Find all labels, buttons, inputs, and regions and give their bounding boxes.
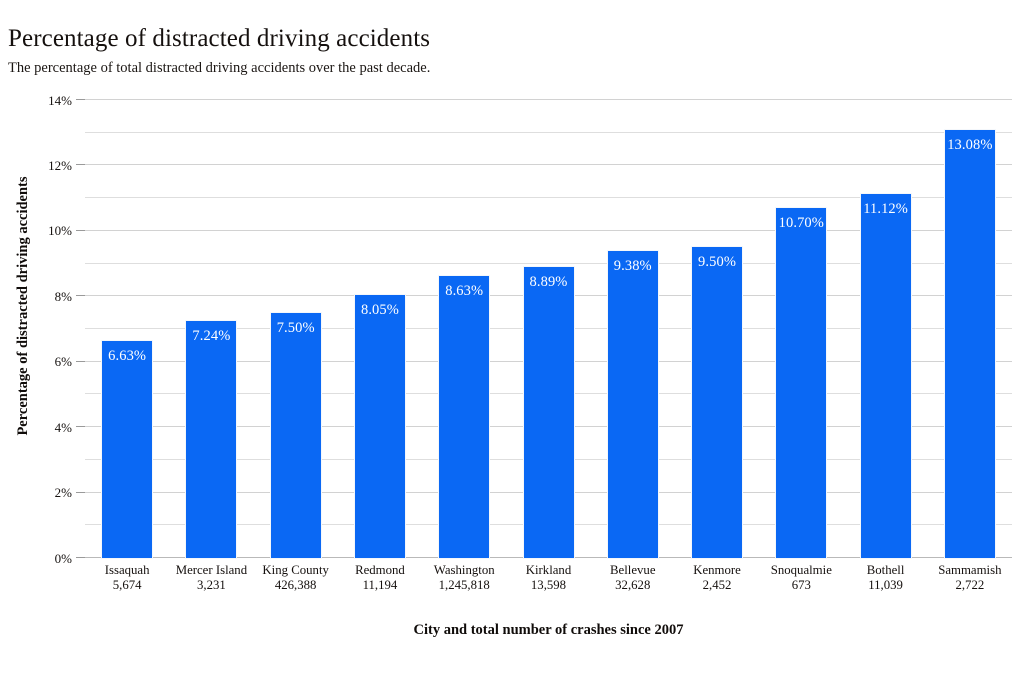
bar-value-label: 8.05% — [360, 301, 399, 318]
bar-value-label: 8.89% — [529, 274, 568, 291]
x-axis-category-label: Redmond 11,194 — [338, 563, 422, 593]
gridline-minor — [85, 131, 1012, 133]
category-crash-count: 5,674 — [112, 578, 142, 592]
y-tick-mark — [76, 99, 85, 100]
x-axis-category-label: Issaquah 5,674 — [85, 563, 169, 593]
bar-value-label: 7.50% — [276, 319, 315, 336]
gridline-minor — [85, 262, 1012, 264]
y-tick-mark — [76, 229, 85, 231]
category-crash-count: 1,245,818 — [438, 578, 490, 592]
plot-area: 0% 2% 4% 6% 8% 10% 12% 14% 6.63% 7.24% 7.50% 8.05%… — [48, 93, 1012, 566]
category-crash-count: 2,452 — [702, 578, 732, 592]
category-name: Washington — [433, 563, 495, 577]
category-crash-count: 32,628 — [615, 578, 651, 592]
category-name: King County — [262, 563, 329, 577]
chart-subtitle: The percentage of total distracted drivi… — [8, 60, 431, 76]
bar-value-label: 9.50% — [698, 254, 737, 271]
bar-value-label: 9.38% — [613, 258, 652, 275]
y-tick-label: 0% — [54, 550, 72, 566]
gridline-major — [85, 99, 1012, 100]
category-crash-count: 426,388 — [274, 578, 317, 592]
x-axis-category-label: Bellevue 32,628 — [591, 563, 675, 593]
gridline-minor — [85, 197, 1012, 199]
x-axis-category-label: Kenmore 2,452 — [675, 563, 759, 593]
category-name: Sammamish — [938, 563, 1002, 577]
bar-value-label: 13.08% — [947, 137, 993, 154]
y-tick-mark — [76, 295, 85, 297]
bar-value-label: 11.12% — [863, 201, 908, 218]
x-axis-category-label: Mercer Island 3,231 — [169, 563, 253, 593]
bar[interactable]: 7.50% — [270, 312, 321, 558]
bar[interactable]: 9.38% — [607, 251, 658, 558]
bar[interactable]: 8.63% — [439, 275, 490, 558]
gridline-major — [85, 229, 1012, 231]
x-axis-category-label: Sammamish 2,722 — [928, 563, 1012, 593]
bar[interactable]: 6.63% — [102, 341, 153, 558]
category-name: Snoqualmie — [770, 563, 832, 577]
bar[interactable]: 13.08% — [944, 130, 995, 558]
y-tick-mark — [76, 164, 85, 166]
bar-value-label: 8.63% — [445, 282, 484, 299]
category-name: Mercer Island — [175, 563, 248, 577]
category-name: Kirkland — [525, 563, 572, 577]
category-crash-count: 11,194 — [362, 578, 398, 592]
x-axis-category-label: Washington 1,245,818 — [422, 563, 506, 593]
category-name: Bellevue — [610, 563, 656, 577]
y-tick-mark — [76, 557, 85, 558]
category-name: Issaquah — [104, 563, 150, 577]
x-axis-category-label: Bothell 11,039 — [843, 563, 927, 593]
bar-value-label: 6.63% — [108, 348, 147, 365]
gridline-major — [85, 164, 1012, 166]
x-axis-title: City and total number of crashes since 2… — [413, 622, 684, 638]
chart-header: Percentage of distracted driving acciden… — [8, 24, 1008, 78]
y-tick-mark — [76, 360, 85, 362]
category-crash-count: 11,039 — [868, 578, 903, 592]
bar[interactable]: 7.24% — [186, 321, 237, 558]
y-tick-label: 12% — [48, 157, 72, 173]
bar[interactable]: 9.50% — [692, 247, 743, 558]
category-name: Bothell — [866, 563, 905, 577]
category-crash-count: 13,598 — [530, 578, 567, 592]
y-tick-label: 14% — [48, 92, 72, 108]
bar-value-label: 10.70% — [778, 214, 824, 231]
y-tick-label: 2% — [54, 485, 72, 501]
y-tick-mark — [76, 491, 85, 493]
x-axis-category-label: Kirkland 13,598 — [506, 563, 590, 593]
category-crash-count: 2,722 — [955, 578, 985, 592]
category-name: Redmond — [355, 563, 405, 577]
y-axis-title: Percentage of distracted driving acciden… — [15, 176, 31, 436]
y-tick-mark — [76, 426, 85, 428]
category-crash-count: 673 — [791, 578, 811, 592]
category-name: Kenmore — [693, 563, 741, 577]
y-tick-label: 10% — [48, 223, 72, 239]
y-tick-label: 6% — [54, 354, 72, 370]
y-tick-label: 4% — [54, 419, 72, 435]
x-axis-category-label: King County 426,388 — [254, 563, 338, 593]
bar-value-label: 7.24% — [192, 328, 231, 345]
bar[interactable]: 8.89% — [523, 267, 574, 558]
y-tick-label: 8% — [54, 288, 72, 304]
bar[interactable]: 8.05% — [354, 294, 405, 558]
bar[interactable]: 11.12% — [860, 194, 911, 558]
x-axis-category-label: Snoqualmie 673 — [759, 563, 843, 593]
page-title: Percentage of distracted driving acciden… — [8, 25, 431, 52]
bar[interactable]: 10.70% — [776, 207, 827, 558]
category-crash-count: 3,231 — [197, 578, 226, 592]
